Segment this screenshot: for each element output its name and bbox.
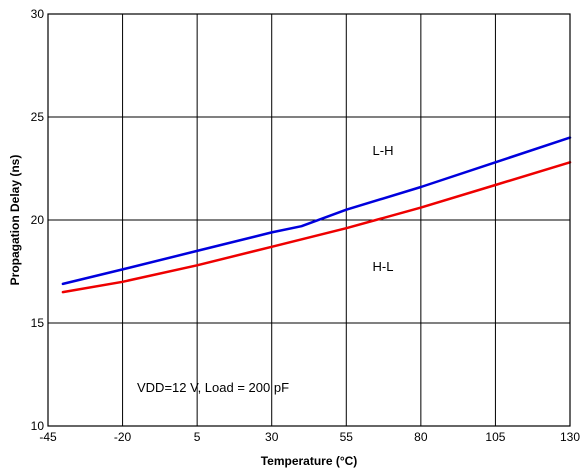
annotation-conditions: VDD=12 V, Load = 200 pF bbox=[137, 380, 289, 395]
series-lines bbox=[61, 136, 572, 294]
series-line-l-h bbox=[61, 136, 572, 286]
series-line-h-l bbox=[61, 161, 572, 294]
y-axis-title: Propagation Delay (ns) bbox=[8, 155, 22, 286]
grid-lines bbox=[48, 14, 570, 426]
tick-labels: -45 -20 5 30 55 80 105 130 10 15 20 25 30 bbox=[31, 7, 581, 444]
y-tick-label: 15 bbox=[31, 316, 45, 330]
x-axis-title: Temperature (°C) bbox=[261, 454, 358, 468]
plot-frame bbox=[47, 13, 571, 427]
x-tick-label: 5 bbox=[194, 430, 201, 444]
x-tick-label: 130 bbox=[560, 430, 580, 444]
y-tick-label: 25 bbox=[31, 110, 45, 124]
y-tick-label: 30 bbox=[31, 7, 45, 21]
x-tick-label: 80 bbox=[414, 430, 428, 444]
x-tick-label: 30 bbox=[265, 430, 279, 444]
y-tick-label: 20 bbox=[31, 213, 45, 227]
y-tick-label: 10 bbox=[31, 419, 45, 433]
x-tick-label: -20 bbox=[114, 430, 132, 444]
annotation-lh: L-H bbox=[373, 143, 394, 158]
x-tick-label: 55 bbox=[340, 430, 354, 444]
x-tick-label: 105 bbox=[485, 430, 505, 444]
x-tick-label: -45 bbox=[39, 430, 57, 444]
annotation-hl: H-L bbox=[373, 259, 394, 274]
